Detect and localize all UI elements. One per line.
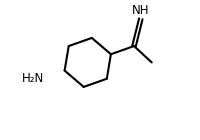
Text: H₂N: H₂N <box>22 72 44 85</box>
Text: NH: NH <box>132 4 150 18</box>
